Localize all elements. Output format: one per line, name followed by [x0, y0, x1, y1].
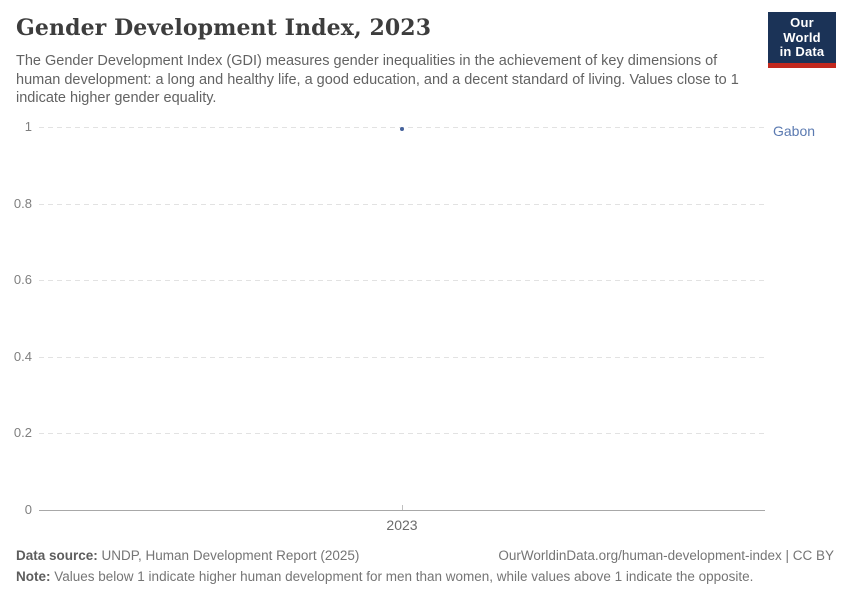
- x-axis-line: [39, 510, 765, 511]
- y-axis-tick-label: 0.2: [13, 425, 32, 441]
- y-axis-tick-label: 0.4: [13, 348, 32, 364]
- footer-note-line: Note: Values below 1 indicate higher hum…: [16, 569, 834, 584]
- owid-logo-line2: in Data: [779, 44, 825, 59]
- x-axis-tick-label: 2023: [386, 517, 418, 533]
- y-axis-tick-label: 1: [24, 119, 32, 134]
- owid-logo[interactable]: Our World in Data: [768, 12, 836, 68]
- entity-label-gabon[interactable]: Gabon: [773, 122, 816, 139]
- gridline: [39, 433, 765, 435]
- footer-note-label: Note:: [16, 569, 51, 584]
- gridline: [39, 203, 765, 205]
- gridline: [39, 280, 765, 282]
- y-axis-tick-label: 0: [24, 502, 32, 517]
- footer-datasource-text: UNDP, Human Development Report (2025): [97, 548, 360, 563]
- footer-datasource-label: Data source:: [16, 548, 98, 563]
- footer-source-line: OurWorldinData.org/human-development-ind…: [16, 548, 834, 563]
- chart-title: Gender Development Index, 2023: [16, 15, 432, 41]
- plot-area: 0 0.2 0.4 0.6 0.8 1 2023 Gabon: [14, 119, 815, 533]
- owid-logo-line1: Our World: [783, 15, 821, 45]
- chart-subtitle: The Gender Development Index (GDI) measu…: [16, 53, 739, 106]
- footer-note-text: Values below 1 indicate higher human dev…: [50, 569, 754, 584]
- y-axis-tick-label: 0.6: [13, 272, 32, 288]
- x-axis-tick-mark: [402, 505, 403, 510]
- gridline: [39, 356, 765, 358]
- y-axis-tick-label: 0.8: [13, 195, 32, 211]
- data-point-gabon[interactable]: [400, 126, 404, 131]
- footer-rights-link[interactable]: OurWorldinData.org/human-development-ind…: [498, 548, 834, 563]
